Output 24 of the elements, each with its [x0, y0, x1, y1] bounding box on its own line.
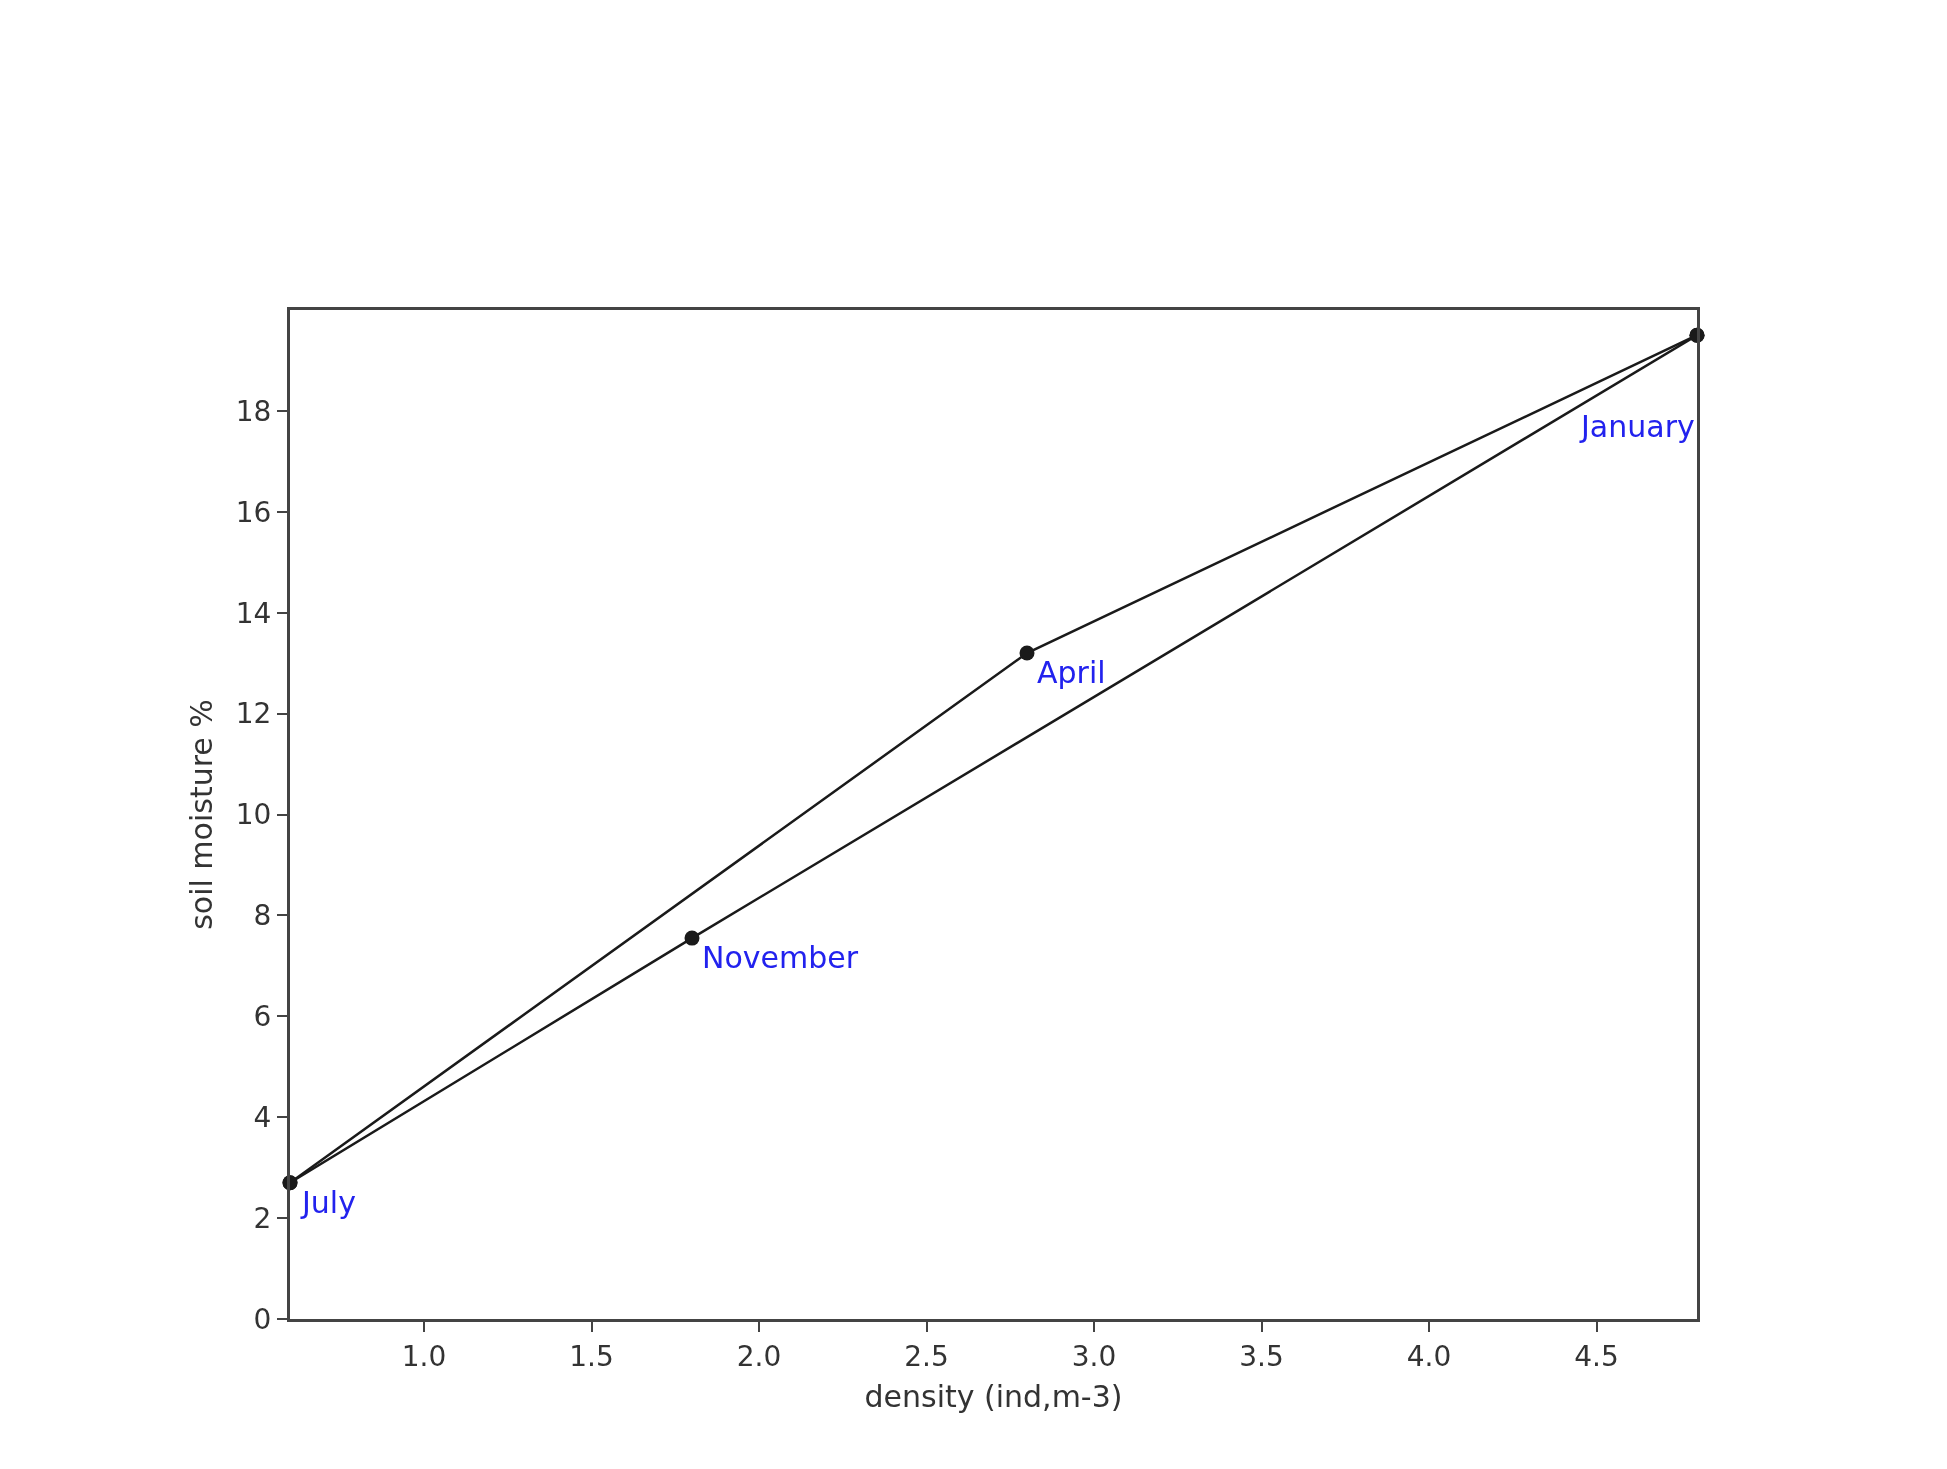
- y-tick-label: 2: [253, 1201, 272, 1235]
- x-tick-label: 3.5: [1239, 1339, 1284, 1373]
- y-tick-label: 14: [235, 596, 272, 630]
- y-tick-label: 10: [235, 798, 272, 832]
- y-tick-label: 8: [253, 899, 272, 933]
- x-tick-label: 4.5: [1574, 1339, 1619, 1373]
- y-tick-label: 4: [253, 1101, 272, 1134]
- y-tick-label: 0: [253, 1302, 272, 1336]
- y-tick-label: 16: [235, 495, 272, 529]
- y-tick-label: 12: [235, 697, 272, 731]
- y-axis-title: soil moisture %: [183, 699, 219, 930]
- annotation: April: [1037, 655, 1106, 690]
- x-tick-label: 2.0: [736, 1339, 782, 1373]
- x-tick-label: 1.5: [569, 1339, 614, 1373]
- y-tick-label: 6: [253, 1000, 272, 1034]
- x-axis-title: density (ind,m-3): [864, 1379, 1123, 1415]
- annotation: January: [1579, 409, 1695, 444]
- annotation: July: [300, 1185, 356, 1220]
- annotation: November: [702, 940, 859, 975]
- x-tick-label: 4.0: [1406, 1339, 1452, 1373]
- x-tick-label: 2.5: [904, 1339, 949, 1373]
- x-tick-label: 1.0: [401, 1339, 447, 1373]
- y-tick-label: 18: [235, 394, 272, 428]
- x-tick-label: 3.0: [1071, 1339, 1117, 1373]
